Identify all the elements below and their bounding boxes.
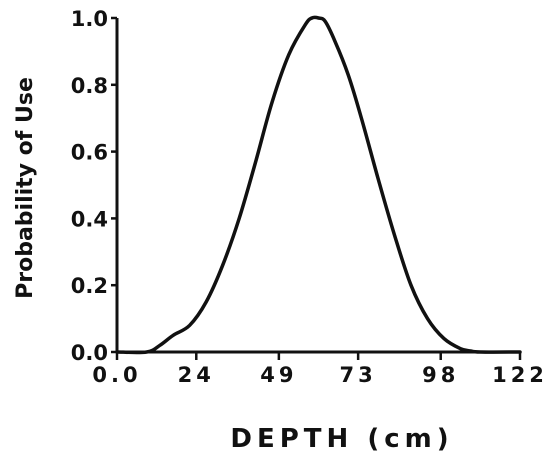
y-tick-label: 0.2: [71, 274, 108, 298]
y-tick-label: 0.4: [71, 207, 108, 231]
x-tick-label: 98: [422, 363, 459, 387]
x-tick-label: 122: [492, 363, 548, 387]
x-tick-label: 73: [340, 363, 377, 387]
x-tick-label: 0.0: [92, 363, 141, 387]
y-tick-label: 0.6: [71, 141, 108, 165]
x-ticks: 0.0 24 49 73 98 122: [92, 352, 548, 387]
y-tick-label: 0.0: [71, 341, 108, 365]
y-ticks: 0.0 0.2 0.4 0.6 0.8 1.0: [71, 7, 117, 365]
axes: [115, 18, 520, 354]
x-axis-title: DEPTH (cm): [230, 424, 453, 454]
y-tick-label: 1.0: [71, 7, 108, 31]
x-tick-label: 49: [260, 363, 297, 387]
probability-curve: [115, 15, 522, 355]
y-axis-title: Probability of Use: [13, 77, 38, 299]
y-tick-label: 0.8: [71, 74, 108, 98]
x-tick-label: 24: [178, 363, 215, 387]
